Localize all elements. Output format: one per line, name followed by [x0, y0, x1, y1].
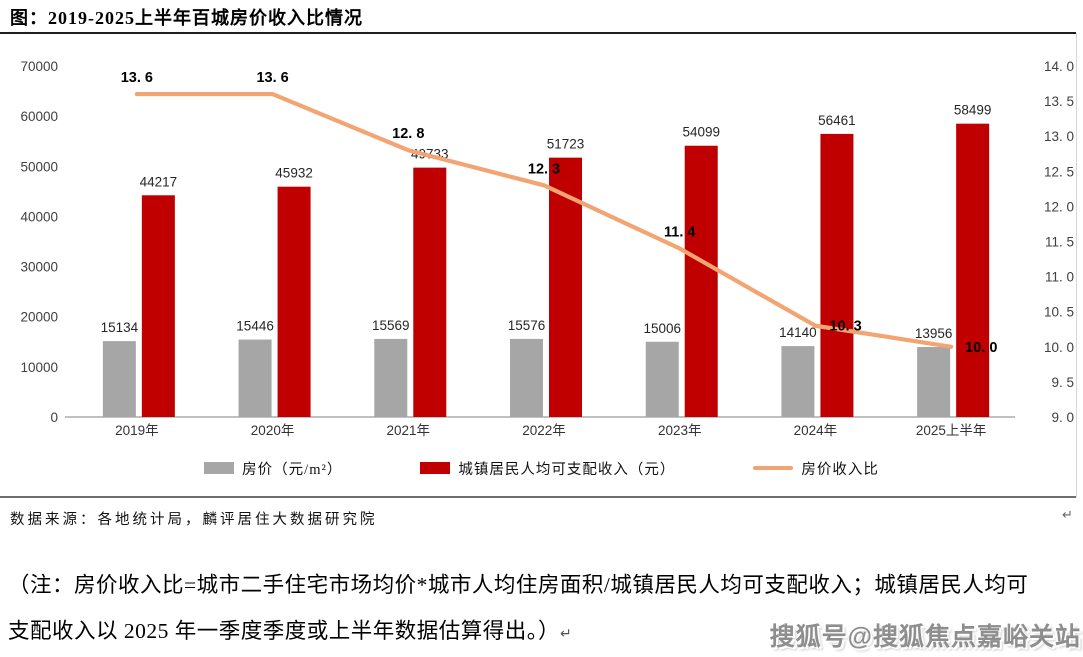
right-border-line — [1076, 33, 1077, 497]
right-axis-tick-label: 10. 0 — [1044, 340, 1074, 355]
income-value-label: 54099 — [682, 125, 720, 140]
ratio-point-label: 13. 6 — [121, 70, 153, 86]
x-axis-category-label: 2020年 — [251, 423, 295, 438]
right-axis-tick-label: 11. 0 — [1045, 270, 1074, 285]
footnote-line2: 支配收入以 2025 年一季度季度或上半年数据估算得出。） — [8, 619, 561, 643]
legend-label-house-price: 房价（元/m²） — [242, 461, 343, 478]
legend-item-house-price: 房价（元/m²） — [204, 458, 342, 479]
footnote-text: （注：房价收入比=城市二手住宅市场均价*城市人均住房面积/城镇居民人均可支配收入… — [8, 562, 1068, 657]
x-axis-category-label: 2025上半年 — [916, 423, 987, 438]
right-axis-tick-label: 9. 5 — [1051, 375, 1074, 390]
sohu-watermark: 搜狐号@搜狐焦点嘉峪关站 — [769, 623, 1081, 651]
left-axis-tick-label: 30000 — [20, 260, 58, 275]
ratio-point-label: 12. 3 — [528, 161, 560, 177]
source-divider-line — [0, 496, 1076, 498]
house-price-bar — [374, 338, 408, 417]
house-price-value-label: 15569 — [372, 318, 410, 333]
ratio-point-label: 12. 8 — [392, 126, 424, 142]
right-axis-tick-label: 13. 5 — [1044, 94, 1074, 109]
house-price-value-label: 15134 — [101, 320, 139, 335]
house-price-value-label: 15446 — [236, 319, 274, 334]
income-value-label: 51723 — [547, 137, 585, 152]
house-price-bar — [510, 338, 543, 417]
ratio-point-label: 10. 0 — [965, 340, 997, 356]
footnote-line1: （注：房价收入比=城市二手住宅市场均价*城市人均住房面积/城镇居民人均可支配收入… — [8, 573, 1029, 597]
left-axis-tick-label: 50000 — [20, 159, 58, 174]
income-bar — [956, 123, 990, 417]
orange-line-swatch-icon — [753, 466, 794, 470]
income-value-label: 44217 — [140, 174, 178, 189]
x-axis-category-label: 2022年 — [522, 423, 566, 438]
x-axis-category-label: 2019年 — [115, 423, 159, 438]
income-value-label: 56461 — [818, 113, 856, 128]
left-axis-tick-label: 60000 — [20, 109, 58, 124]
income-bar — [413, 167, 447, 417]
left-axis-tick-label: 40000 — [20, 209, 58, 224]
legend-item-price-income-ratio: 房价收入比 — [753, 458, 879, 479]
data-source-text: 数据来源：各地统计局，麟评居住大数据研究院 — [10, 512, 378, 528]
x-axis-category-label: 2024年 — [794, 423, 838, 438]
left-axis-tick-label: 20000 — [20, 310, 58, 325]
house-price-bar — [238, 339, 272, 417]
right-axis-tick-label: 14. 0 — [1044, 59, 1074, 74]
right-axis-tick-label: 10. 5 — [1044, 305, 1074, 320]
legend-label-disposable-income: 城镇居民人均可支配收入（元） — [458, 461, 676, 478]
red-bar-swatch-icon — [420, 462, 451, 474]
title-divider-line — [0, 32, 1076, 34]
paragraph-mark: ↵ — [1062, 508, 1073, 523]
house-price-bar — [917, 347, 951, 417]
house-price-value-label: 13956 — [915, 326, 953, 341]
x-axis-category-label: 2023年 — [658, 423, 702, 438]
right-axis-tick-label: 12. 5 — [1044, 164, 1074, 179]
left-axis-tick-label: 10000 — [20, 360, 58, 375]
gray-bar-swatch-icon — [204, 462, 235, 474]
combo-chart: 0 10000 20000 30000 40000 50000 60000 70000 9. 0… — [0, 40, 1083, 452]
ratio-point-label: 10. 3 — [829, 319, 861, 335]
price-income-ratio-line — [134, 91, 954, 349]
house-price-bar — [781, 346, 815, 417]
right-axis-tick-label: 12. 0 — [1044, 199, 1074, 214]
chart-legend: 房价（元/m²） 城镇居民人均可支配收入（元） 房价收入比 — [0, 456, 1083, 480]
x-axis-category-label: 2021年 — [387, 423, 431, 438]
left-axis-tick-label: 0 — [50, 410, 58, 425]
right-axis-tick-label: 9. 0 — [1051, 410, 1074, 425]
house-price-value-label: 15576 — [508, 318, 546, 333]
paragraph-mark: ↵ — [560, 626, 573, 642]
chart-canvas: 0 10000 20000 30000 40000 50000 60000 70000 9. 0… — [20, 59, 1074, 438]
chart-title: 图：2019-2025上半年百城房价收入比情况 — [10, 8, 363, 28]
right-axis-tick-label: 13. 0 — [1044, 129, 1074, 144]
income-bar — [684, 145, 718, 417]
house-price-bar — [102, 341, 136, 417]
left-axis-tick-label: 70000 — [20, 59, 58, 74]
legend-item-disposable-income: 城镇居民人均可支配收入（元） — [420, 458, 675, 479]
ratio-point-label: 13. 6 — [256, 70, 288, 86]
ratio-point-label: 11. 4 — [664, 225, 695, 241]
legend-label-price-income-ratio: 房价收入比 — [801, 461, 879, 478]
house-price-value-label: 14140 — [779, 325, 817, 340]
income-bar — [820, 133, 854, 417]
house-price-bar — [645, 341, 679, 417]
right-axis-tick-label: 11. 5 — [1045, 235, 1074, 250]
house-price-value-label: 15006 — [643, 321, 681, 336]
income-value-label: 58499 — [954, 103, 992, 118]
income-bar — [141, 195, 175, 417]
income-bar — [277, 186, 311, 417]
income-value-label: 45932 — [275, 166, 313, 181]
